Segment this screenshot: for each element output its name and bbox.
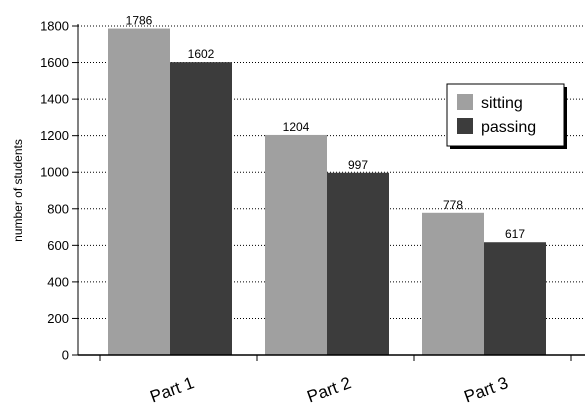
legend: sitting passing [446, 83, 567, 149]
data-label: 997 [348, 158, 368, 172]
y-axis-title: number of students [11, 139, 25, 242]
legend-swatch-sitting [457, 94, 473, 110]
axes [72, 24, 585, 361]
x-tick-label: Part 1 [148, 373, 197, 406]
y-tick-label: 800 [47, 201, 69, 216]
legend-label-passing: passing [481, 119, 536, 136]
y-tick-label: 1000 [40, 165, 69, 180]
y-tick-label: 0 [62, 348, 69, 363]
legend-label-sitting: sitting [481, 95, 523, 112]
x-tick-labels: Part 1 Part 2 Part 3 [148, 373, 511, 406]
y-tick-label: 600 [47, 238, 69, 253]
bar-sitting-part-2 [265, 134, 327, 355]
legend-swatch-passing [457, 118, 473, 134]
data-label: 1204 [283, 120, 310, 134]
bars [108, 28, 546, 355]
data-labels: 1786 1602 1204 997 778 617 [126, 14, 526, 242]
bar-passing-part-3 [484, 242, 546, 355]
y-tick-labels: 0 200 400 600 800 1000 1200 1400 1600 1800 [40, 19, 69, 363]
data-label: 617 [505, 227, 525, 241]
y-tick-label: 1800 [40, 19, 69, 34]
y-tick-label: 400 [47, 274, 69, 289]
data-label: 1602 [188, 47, 215, 61]
bar-passing-part-1 [170, 62, 232, 355]
data-label: 1786 [126, 14, 153, 28]
data-label: 778 [443, 198, 463, 212]
x-tick-label: Part 2 [305, 373, 354, 406]
y-tick-label: 1600 [40, 55, 69, 70]
bar-sitting-part-3 [422, 212, 484, 355]
bar-sitting-part-1 [108, 28, 170, 355]
x-tick-label: Part 3 [462, 373, 511, 406]
y-tick-label: 1400 [40, 92, 69, 107]
y-tick-label: 1200 [40, 128, 69, 143]
legend-box [446, 83, 565, 147]
bar-passing-part-2 [327, 172, 389, 355]
y-tick-label: 200 [47, 311, 69, 326]
